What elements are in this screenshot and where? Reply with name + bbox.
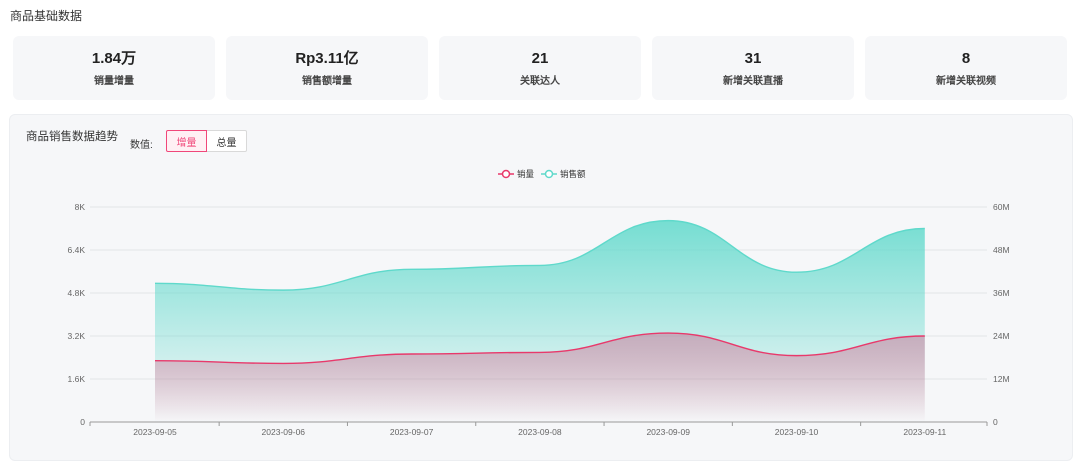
y-right-tick-label: 0 [993, 417, 998, 427]
y-left-tick-label: 3.2K [68, 331, 86, 341]
stat-card-lives: 31 新增关联直播 [652, 36, 854, 100]
series-line-sales-volume [154, 332, 925, 365]
stats-row: 1.84万 销量增量 Rp3.11亿 销售额增量 21 关联达人 31 新增关联… [13, 36, 1067, 100]
stat-value: 31 [744, 49, 762, 67]
trend-chart: 0 0 1.6K 12M 3.2K 24M 4.8K 36M 6.4K 48M 8K 60M 2023-… [68, 169, 1010, 437]
chart-areas [154, 219, 925, 422]
y-right-tick-label: 36M [993, 288, 1010, 298]
y-right-tick-label: 48M [993, 245, 1010, 255]
value-mode-label: 数值: [130, 140, 153, 151]
stat-label: 销量增量 [94, 75, 134, 87]
y-left-tick-label: 8K [75, 202, 86, 212]
x-tick-label: 2023-09-07 [390, 427, 434, 437]
x-tick-label: 2023-09-11 [903, 427, 946, 437]
stat-card-sales-volume: 1.84万 销量增量 [13, 36, 215, 100]
y-left-tick-label: 1.6K [68, 374, 86, 384]
stat-value: 21 [531, 49, 549, 67]
stat-value: Rp3.11亿 [295, 49, 359, 67]
stat-label: 新增关联直播 [723, 75, 783, 87]
legend-label: 销售额 [560, 169, 586, 179]
y-right-tick-label: 24M [993, 331, 1010, 341]
stat-value: 8 [961, 49, 971, 67]
x-tick-label: 2023-09-08 [518, 427, 562, 437]
stat-value: 1.84万 [91, 49, 137, 67]
section-title: 商品基础数据 [10, 9, 83, 23]
series-line-sales-amount [154, 219, 925, 291]
stat-label: 新增关联视频 [936, 75, 996, 87]
x-tick-label: 2023-09-06 [262, 427, 306, 437]
y-left-tick-label: 0 [80, 417, 85, 427]
value-mode-toggle: 增量 总量 [166, 130, 247, 152]
toggle-total-button[interactable]: 总量 [207, 130, 247, 152]
stat-card-creators: 21 关联达人 [439, 36, 641, 100]
y-right-tick-label: 12M [993, 374, 1010, 384]
stat-label: 销售额增量 [302, 75, 352, 87]
x-tick-label: 2023-09-10 [775, 427, 819, 437]
legend-item-sales-amount[interactable]: 销售额 [541, 169, 586, 179]
legend-label: 销量 [517, 169, 535, 179]
toggle-increment-button[interactable]: 增量 [166, 130, 207, 152]
stat-label: 关联达人 [520, 75, 560, 87]
y-right-tick-label: 60M [993, 202, 1010, 212]
y-left-tick-label: 4.8K [68, 288, 86, 298]
x-tick-label: 2023-09-09 [646, 427, 690, 437]
series-area-sales-volume [155, 333, 925, 422]
stat-card-videos: 8 新增关联视频 [865, 36, 1067, 100]
chart-axes: 0 0 1.6K 12M 3.2K 24M 4.8K 36M 6.4K 48M 8K 60M 2023-… [68, 202, 1010, 437]
legend-marker [544, 169, 554, 179]
chart-legend: 销量 销售额 [498, 169, 586, 179]
stat-card-sales-amount: Rp3.11亿 销售额增量 [226, 36, 428, 100]
x-tick-label: 2023-09-05 [133, 427, 177, 437]
panel-title: 商品销售数据趋势 [26, 131, 118, 143]
legend-marker [501, 169, 511, 179]
y-left-tick-label: 6.4K [68, 245, 86, 255]
legend-item-sales-volume[interactable]: 销量 [498, 169, 535, 179]
